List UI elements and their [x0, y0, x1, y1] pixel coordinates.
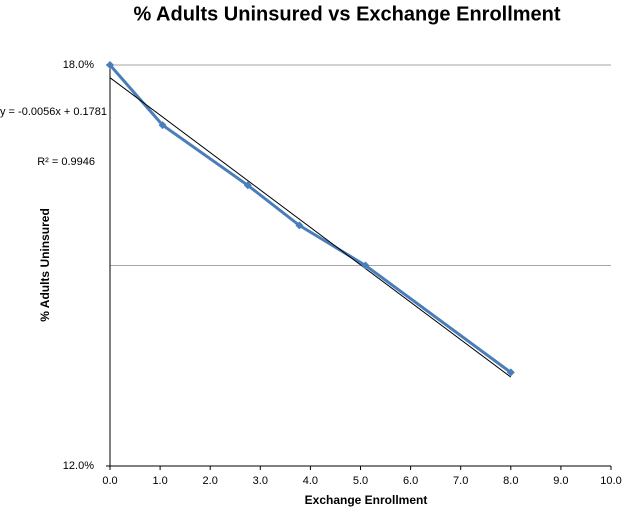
x-tick-label: 1.0 — [152, 475, 167, 487]
x-tick-label: 8.0 — [503, 475, 518, 487]
y-tick-label: 18.0% — [63, 59, 94, 71]
data-point — [506, 368, 515, 377]
x-tick-label: 4.0 — [303, 475, 318, 487]
trendline-r-squared: R² = 0.9946 — [37, 156, 95, 168]
x-tick-label: 6.0 — [403, 475, 418, 487]
chart-title: % Adults Uninsured vs Exchange Enrollmen… — [133, 3, 560, 25]
x-tick-label: 2.0 — [203, 475, 218, 487]
data-point — [295, 221, 304, 230]
x-tick-label: 10.0 — [600, 475, 621, 487]
x-tick-label: 3.0 — [253, 475, 268, 487]
x-axis-title: Exchange Enrollment — [305, 493, 428, 507]
data-line — [108, 64, 512, 374]
trendline-equation: y = -0.0056x + 0.1781 — [0, 106, 107, 118]
x-tick-label: 7.0 — [453, 475, 468, 487]
data-point — [106, 61, 114, 69]
y-axis-title: % Adults Uninsured — [38, 208, 52, 322]
data-point — [243, 181, 252, 190]
x-tick-label: 5.0 — [353, 475, 368, 487]
data-point — [361, 261, 370, 270]
x-tick-label: 9.0 — [553, 475, 568, 487]
y-tick-label: 12.0% — [63, 460, 94, 472]
data-point — [158, 121, 167, 130]
trendline — [109, 77, 512, 378]
x-tick-label: 0.0 — [102, 475, 117, 487]
